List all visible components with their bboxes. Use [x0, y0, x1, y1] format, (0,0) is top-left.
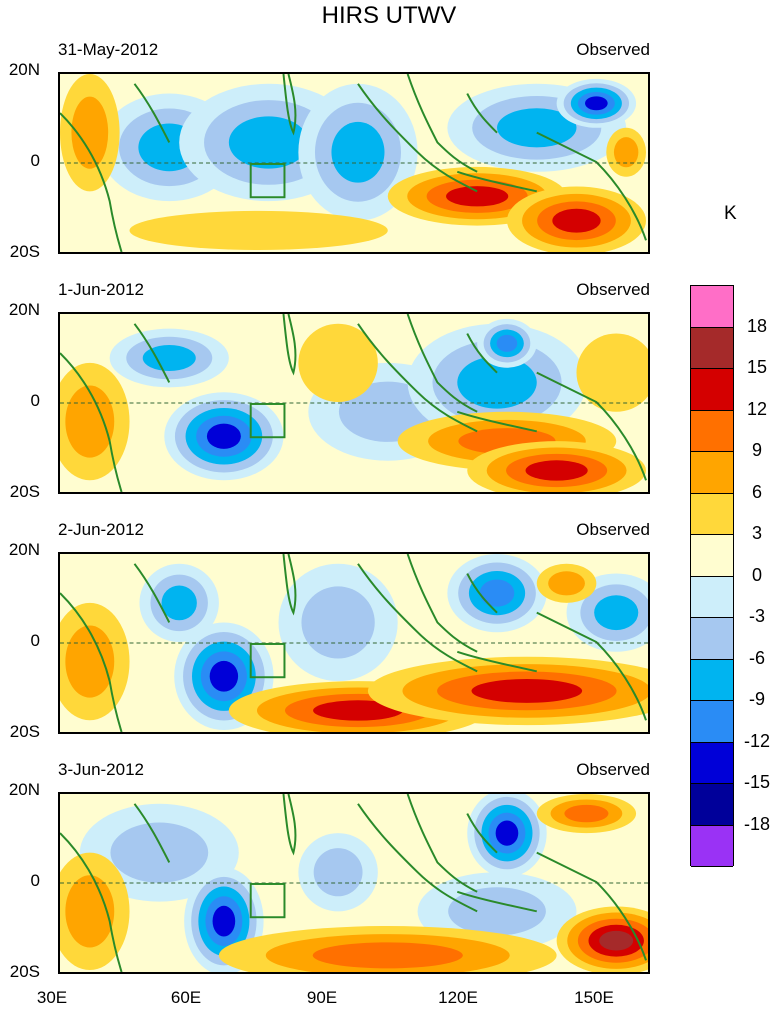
- panel-date-label: 2-Jun-2012: [58, 520, 145, 539]
- y-axis-label: 20S: [9, 242, 40, 261]
- colorbar-swatch: [691, 286, 733, 328]
- coastline: [60, 794, 647, 972]
- panel-date-label: 1-Jun-2012: [58, 280, 145, 299]
- map-panel: [58, 72, 650, 254]
- colorbar-swatch: [691, 784, 733, 826]
- colorbar-tick-label: 18: [746, 315, 768, 336]
- x-label-30e: 30E: [36, 988, 68, 1007]
- x-label-120e: 120E: [438, 988, 478, 1007]
- y-axis-label: 20S: [9, 722, 40, 741]
- colorbar-swatch: [691, 825, 733, 867]
- colorbar-swatch: [691, 742, 733, 784]
- map-panel: [58, 552, 650, 734]
- study-region-box: [249, 163, 286, 199]
- panel-observed-label: Observed: [576, 520, 650, 539]
- colorbar-tick-label: 12: [746, 398, 768, 419]
- contour-field: [60, 74, 648, 252]
- x-label-90e: 90E: [306, 988, 338, 1007]
- colorbar-swatch: [691, 535, 733, 577]
- colorbar-tick-label: -3: [748, 606, 765, 626]
- coastline: [60, 74, 647, 252]
- y-axis-label: 20N: [8, 300, 40, 319]
- y-axis-label: 20N: [8, 540, 40, 559]
- panel-date-label: 31-May-2012: [58, 40, 159, 59]
- panel-observed-label: Observed: [576, 280, 650, 299]
- contour-field: [60, 554, 648, 732]
- panel-observed-label: Observed: [576, 40, 650, 59]
- contour-field: [60, 794, 648, 972]
- panel-observed-label: Observed: [576, 760, 650, 779]
- coastline: [60, 554, 647, 732]
- colorbar: [690, 285, 734, 867]
- x-label-60e: 60E: [170, 988, 202, 1007]
- colorbar-swatch: [691, 618, 733, 660]
- colorbar-tick-label: -6: [748, 647, 765, 668]
- colorbar-tick-label: -18: [743, 813, 770, 834]
- unit-label: K: [724, 203, 737, 224]
- y-axis-label: 0: [30, 631, 40, 650]
- y-axis-label: 0: [30, 871, 40, 890]
- colorbar-swatch: [691, 452, 733, 494]
- y-axis-label: 20N: [8, 60, 40, 79]
- study-region-box: [249, 883, 286, 919]
- panel-date-label: 3-Jun-2012: [58, 760, 145, 779]
- colorbar-tick-label: -12: [743, 730, 770, 751]
- colorbar-tick-label: 9: [751, 440, 762, 460]
- y-axis-label: 20N: [8, 780, 40, 799]
- colorbar-swatch: [691, 701, 733, 743]
- map-panel: [58, 312, 650, 494]
- colorbar-tick-label: -15: [743, 772, 770, 792]
- colorbar-swatch: [691, 659, 733, 701]
- y-axis-label: 0: [30, 391, 40, 410]
- colorbar-tick-label: 3: [751, 523, 762, 543]
- study-region-box: [249, 403, 286, 439]
- colorbar-swatch: [691, 327, 733, 369]
- y-axis-label: 0: [30, 151, 40, 170]
- colorbar-swatch: [691, 410, 733, 452]
- colorbar-swatch: [691, 369, 733, 411]
- colorbar-tick-label: 15: [746, 357, 768, 377]
- colorbar-swatch: [691, 576, 733, 618]
- map-panel: [58, 792, 650, 974]
- y-axis-label: 20S: [9, 962, 40, 981]
- colorbar-swatch: [691, 493, 733, 535]
- y-axis-label: 20S: [9, 482, 40, 501]
- study-region-box: [249, 643, 286, 679]
- contour-field: [60, 314, 648, 492]
- colorbar-tick-label: -9: [748, 689, 765, 709]
- colorbar-tick-label: 0: [751, 564, 762, 585]
- colorbar-tick-label: 6: [751, 481, 762, 502]
- coastline: [60, 314, 647, 492]
- figure-title: HIRS UTWV: [321, 2, 457, 29]
- x-label-150e: 150E: [574, 988, 614, 1007]
